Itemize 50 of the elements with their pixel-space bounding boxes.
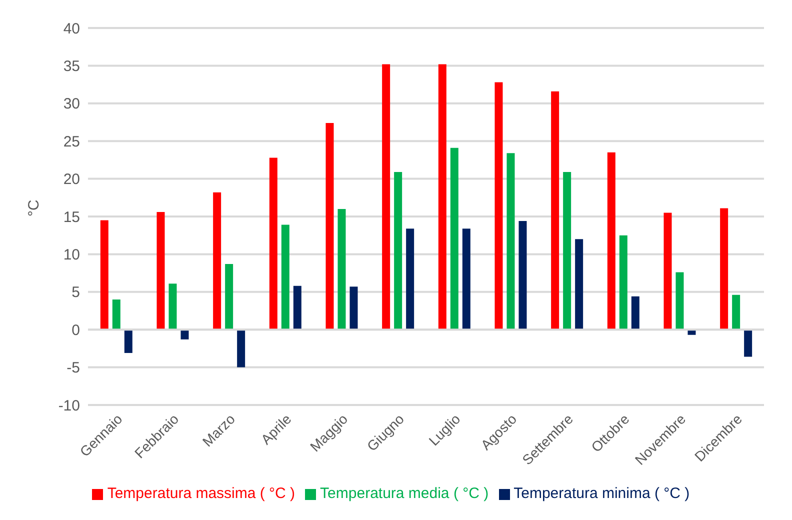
y-tick-label: 0 <box>72 322 80 339</box>
legend-label: Temperatura massima ( °C ) <box>107 485 296 502</box>
bar <box>619 235 628 330</box>
bar <box>438 64 446 330</box>
bar <box>100 220 108 330</box>
bar <box>575 239 584 330</box>
bar <box>462 228 470 330</box>
bar <box>350 286 358 330</box>
legend-label: Temperatura minima ( °C ) <box>514 485 690 502</box>
bar <box>293 286 302 330</box>
bar <box>382 64 390 330</box>
bar <box>156 212 165 330</box>
y-tick-label: 15 <box>63 208 80 226</box>
y-tick-label: 30 <box>63 96 80 113</box>
bar <box>112 299 120 330</box>
bar <box>213 192 222 330</box>
bar <box>732 294 740 330</box>
legend-label: Temperatura media ( °C ) <box>320 485 489 502</box>
y-tick-label: 5 <box>72 284 80 302</box>
y-tick-label: 40 <box>63 20 80 38</box>
y-tick-label: -10 <box>58 397 80 414</box>
bar <box>506 153 515 330</box>
bar <box>168 284 177 330</box>
y-axis-title: °C <box>25 200 42 216</box>
y-tick-label: 35 <box>63 58 80 76</box>
bar <box>551 91 560 330</box>
bar <box>281 224 290 330</box>
bar <box>720 208 728 330</box>
y-tick-label: 20 <box>63 171 80 188</box>
bar <box>518 221 527 330</box>
bar <box>631 296 640 330</box>
bar <box>326 123 334 330</box>
bar <box>338 208 346 330</box>
bar <box>744 330 752 357</box>
y-tick-label: 10 <box>63 246 80 264</box>
bar <box>664 212 672 330</box>
bar <box>225 264 234 330</box>
bar <box>676 272 684 330</box>
bar <box>269 158 278 330</box>
bar <box>124 330 132 353</box>
y-tick-label: 25 <box>63 133 80 150</box>
bar <box>406 228 414 330</box>
y-tick-label: -5 <box>66 360 80 377</box>
bar <box>494 82 503 330</box>
bar <box>180 330 189 340</box>
bar <box>563 172 572 330</box>
bar <box>237 330 246 368</box>
bar <box>394 172 402 330</box>
bar <box>607 152 616 330</box>
bar <box>450 148 458 330</box>
